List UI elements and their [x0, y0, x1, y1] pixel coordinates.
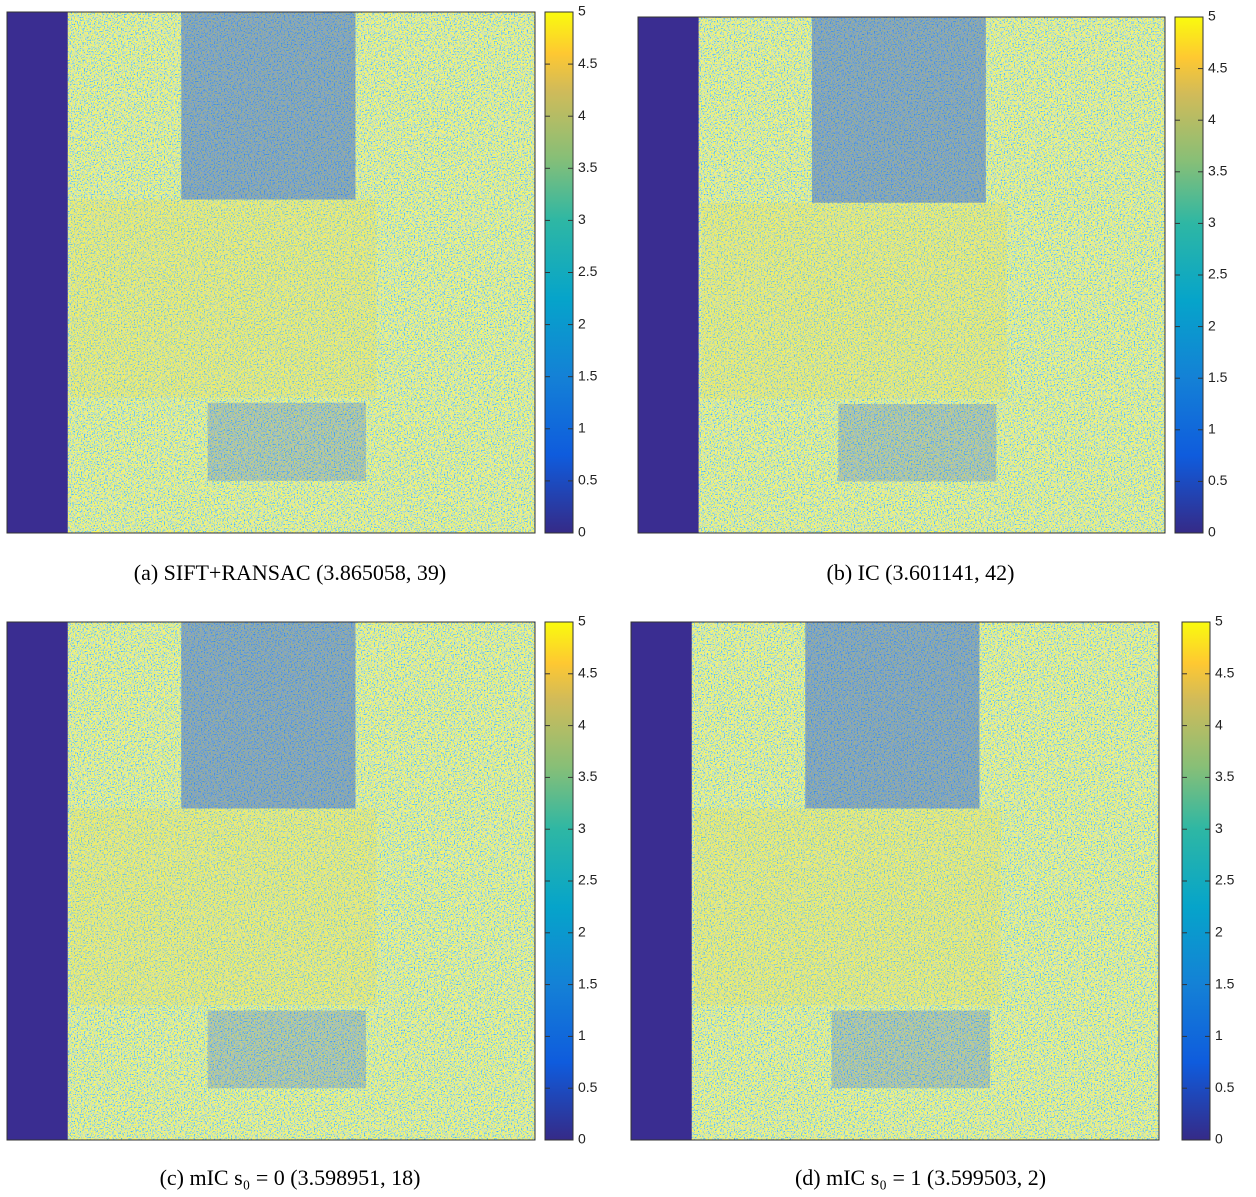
colorbar-tick-label: 0	[1208, 524, 1216, 540]
caption: (d) mIC s₀ = 1 (3.599503, 2)	[795, 1165, 1046, 1190]
colorbar-tick-label: 3.5	[1208, 163, 1228, 179]
figure: 0 0.5 1 1.5 2 2.5 3 3.5 4 4.5 5 (a) SIFT+RANSAC (3.…	[0, 0, 1256, 1197]
colorbar-tick-label: 1	[1215, 1027, 1223, 1043]
colorbar-tick-label: 4	[578, 716, 586, 732]
colorbar-tick-label: 4	[1208, 111, 1216, 127]
heatmap-region	[812, 17, 986, 203]
caption: (a) SIFT+RANSAC (3.865058, 39)	[134, 560, 446, 585]
heatmap-region	[701, 203, 1007, 399]
heatmap-region	[70, 808, 376, 1005]
colorbar-tick-label: 2.5	[1208, 266, 1228, 282]
colorbar-tick-label: 4.5	[578, 665, 598, 681]
colorbar-tick-label: 4.5	[1215, 665, 1235, 681]
colorbar-tick-label: 4.5	[1208, 59, 1228, 75]
colorbar-tick-label: 0.5	[578, 472, 598, 488]
colorbar-tick-label: 0.5	[1215, 1079, 1235, 1095]
colorbar-tick-label: 1	[578, 1027, 586, 1043]
panel: 0 0.5 1 1.5 2 2.5 3 3.5 4 4.5 5 (b) IC (3.601141, 4…	[638, 8, 1228, 585]
colorbar-tick-label: 3	[578, 820, 586, 836]
heatmap-region	[181, 12, 355, 200]
heatmap-region	[805, 622, 979, 808]
image-margin	[638, 17, 699, 533]
panel: 0 0.5 1 1.5 2 2.5 3 3.5 4 4.5 5 (a) SIFT+RANSAC (3.…	[7, 3, 598, 585]
heatmap-region	[181, 622, 355, 808]
caption: (b) IC (3.601141, 42)	[827, 560, 1015, 585]
colorbar-tick-label: 3	[578, 211, 586, 227]
colorbar-tick-label: 2.5	[578, 263, 598, 279]
heatmap-region	[694, 808, 1000, 1005]
colorbar-tick-label: 2	[1208, 317, 1216, 333]
colorbar-tick-label: 0	[1215, 1131, 1223, 1147]
colorbar-tick-label: 0	[578, 1131, 586, 1147]
colorbar-tick-label: 2	[1215, 924, 1223, 940]
colorbar-tick-label: 1	[578, 420, 586, 436]
image-margin	[631, 622, 692, 1140]
image-margin	[7, 622, 68, 1140]
colorbar-tick-label: 5	[578, 3, 586, 19]
heatmap-region	[70, 200, 376, 398]
colorbar-tick-label: 3.5	[578, 159, 598, 175]
colorbar-tick-label: 2.5	[578, 872, 598, 888]
colorbar-tick-label: 4	[578, 107, 586, 123]
colorbar-tick-label: 2	[578, 315, 586, 331]
colorbar-tick-label: 2	[578, 924, 586, 940]
panel: 0 0.5 1 1.5 2 2.5 3 3.5 4 4.5 5 (c) mIC s₀ = 0 (3.5…	[7, 613, 598, 1190]
heatmap-region	[208, 1011, 366, 1089]
colorbar-tick-label: 4.5	[578, 55, 598, 71]
colorbar-tick-label: 1.5	[578, 975, 598, 991]
colorbar-tick-label: 1	[1208, 421, 1216, 437]
colorbar-tick-label: 3.5	[578, 768, 598, 784]
heatmap-region	[208, 403, 366, 481]
colorbar-tick-label: 4	[1215, 716, 1223, 732]
heatmap-region	[838, 404, 996, 481]
colorbar-tick-label: 5	[578, 613, 586, 629]
colorbar-tick-label: 5	[1208, 8, 1216, 24]
heatmap-region	[832, 1011, 990, 1089]
colorbar-tick-label: 5	[1215, 613, 1223, 629]
colorbar-tick-label: 1.5	[1215, 975, 1235, 991]
colorbar-tick-label: 1.5	[1208, 369, 1228, 385]
colorbar-tick-label: 0.5	[578, 1079, 598, 1095]
panel: 0 0.5 1 1.5 2 2.5 3 3.5 4 4.5 5 (d) mIC s₀ = 1 (3.5…	[631, 613, 1235, 1190]
colorbar-tick-label: 3	[1208, 214, 1216, 230]
colorbar-tick-label: 1.5	[578, 367, 598, 383]
colorbar-tick-label: 0.5	[1208, 472, 1228, 488]
image-margin	[7, 12, 68, 533]
colorbar-tick-label: 3.5	[1215, 768, 1235, 784]
colorbar-tick-label: 3	[1215, 820, 1223, 836]
colorbar-tick-label: 2.5	[1215, 872, 1235, 888]
colorbar-tick-label: 0	[578, 524, 586, 540]
caption: (c) mIC s₀ = 0 (3.598951, 18)	[160, 1165, 421, 1190]
